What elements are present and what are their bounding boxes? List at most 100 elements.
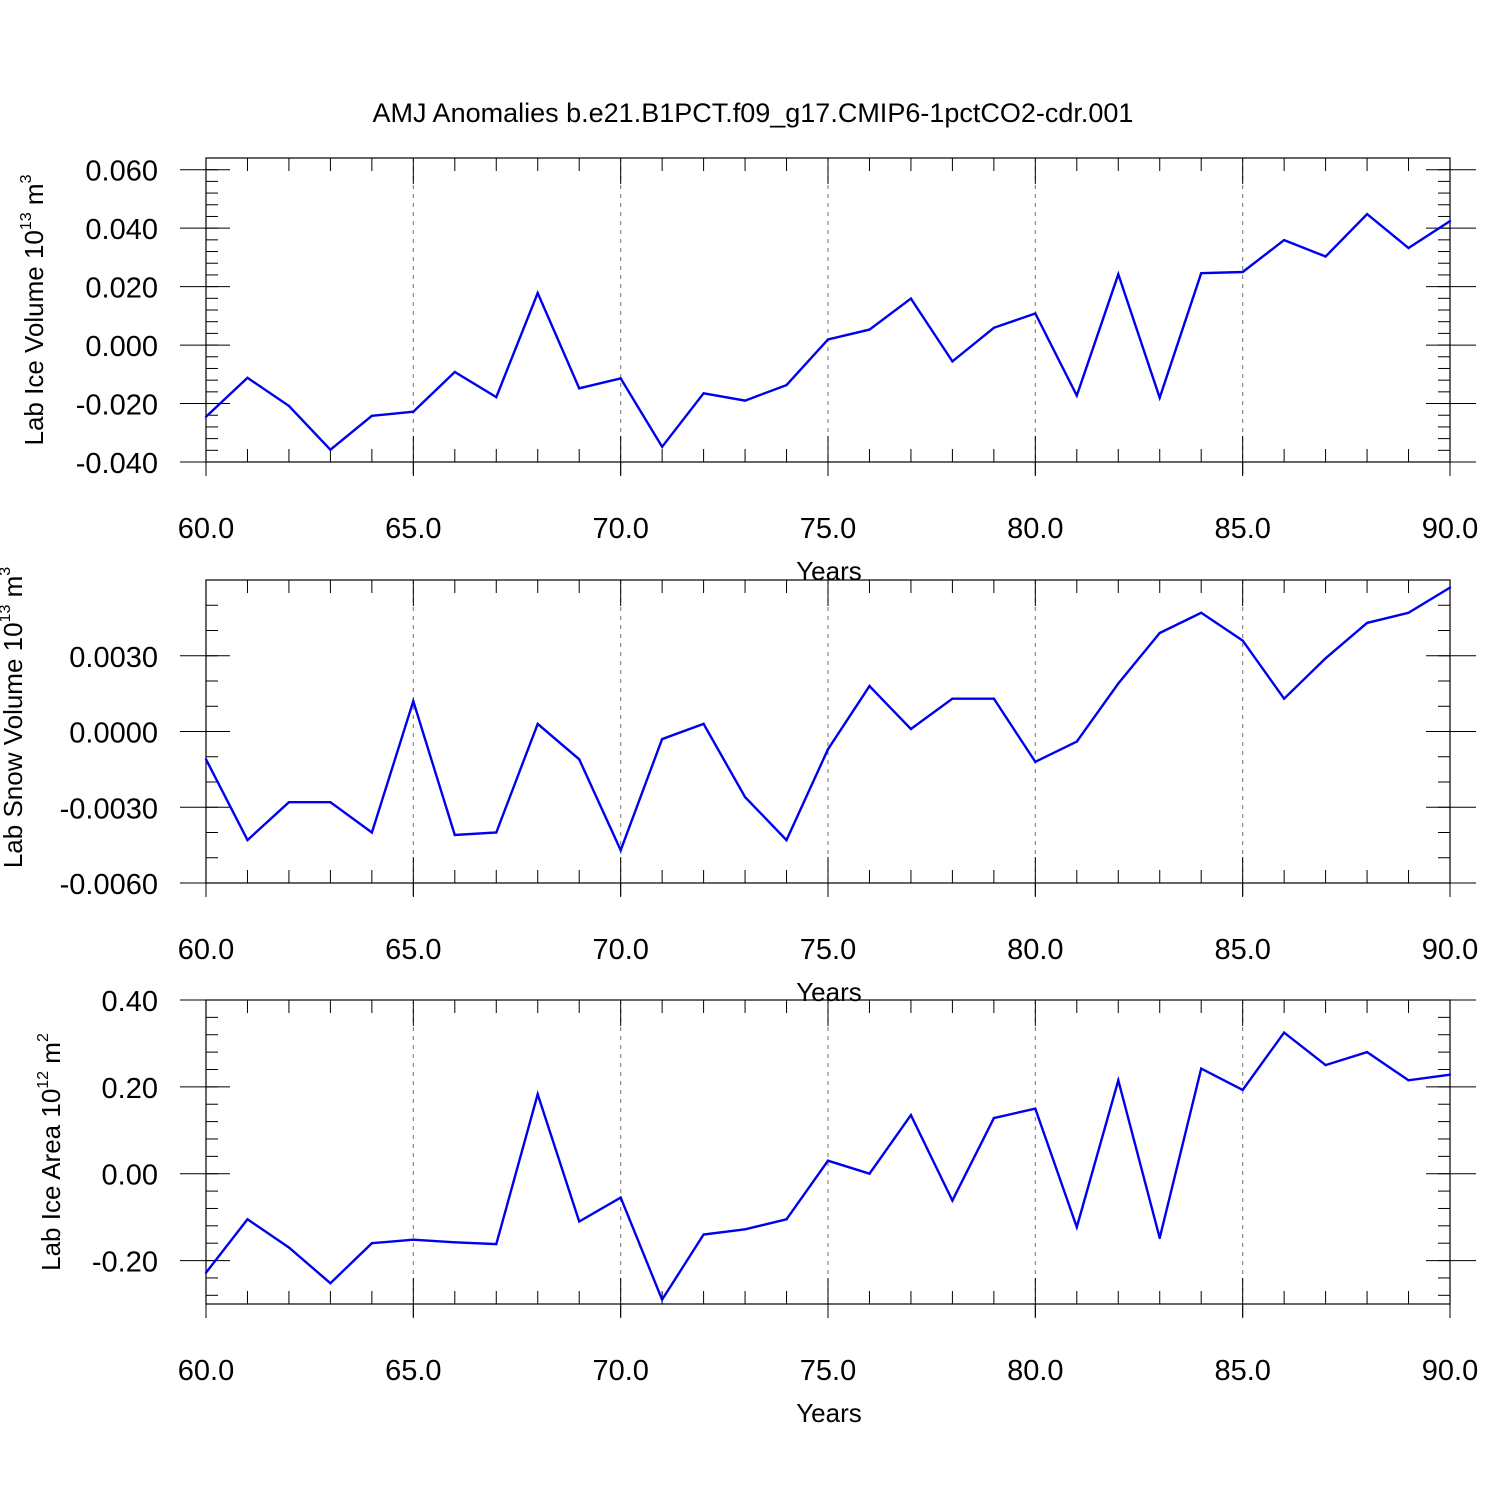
data-point: [1075, 740, 1079, 743]
x-tick-label: 70.0: [592, 513, 648, 545]
data-point: [785, 838, 788, 842]
data-point: [785, 1218, 788, 1221]
y-axis-label: Lab Ice Area 1012 m2: [35, 1033, 66, 1271]
data-point: [951, 1199, 954, 1202]
data-point: [1448, 586, 1452, 589]
x-tick-label: 85.0: [1214, 934, 1270, 966]
x-tick-label: 90.0: [1422, 934, 1478, 966]
data-point: [204, 1271, 208, 1274]
data-point: [1200, 271, 1203, 275]
panel-lab-ice-area: 60.0 65.0 70.0 75.0 80.0 85.0 90.0 -0.20 0.00 0.2…: [35, 986, 1478, 1428]
data-point: [495, 831, 498, 834]
data-point: [536, 1093, 539, 1096]
x-tick-label: 75.0: [800, 1355, 856, 1387]
data-point: [743, 1228, 747, 1231]
y-axis-label-unit-exponent: 2: [35, 1033, 52, 1042]
y-axis-label-unit: m: [19, 183, 49, 212]
data-point: [702, 722, 705, 726]
y-axis-label-unit-exponent: 3: [18, 174, 35, 183]
data-point: [412, 410, 415, 413]
x-tick-label: 85.0: [1214, 1355, 1270, 1387]
data-point: [287, 801, 291, 804]
data-point: [1407, 611, 1410, 615]
data-point: [287, 1246, 291, 1249]
y-tick-label: 0.040: [85, 214, 158, 246]
x-tick-label: 60.0: [178, 1355, 234, 1387]
data-point: [992, 697, 996, 700]
x-tick-label: 85.0: [1214, 513, 1270, 545]
data-point: [370, 414, 374, 418]
x-axis-label: Years: [796, 977, 862, 1007]
data-point: [743, 399, 747, 402]
data-point: [287, 404, 291, 408]
data-point: [909, 1113, 913, 1117]
data-point: [495, 395, 498, 399]
y-axis-label-text: Lab Ice Area 10: [36, 1089, 66, 1271]
x-tick-label: 60.0: [178, 513, 234, 545]
data-point: [619, 1196, 622, 1199]
data-point: [370, 831, 374, 834]
y-tick-label: -0.040: [76, 448, 158, 480]
data-point: [992, 326, 996, 330]
data-point: [1365, 212, 1369, 216]
data-point: [1448, 1073, 1452, 1076]
data-point: [1324, 657, 1327, 660]
data-point: [826, 1159, 830, 1162]
panel-lab-snow-volume: 60.0 65.0 70.0 75.0 80.0 85.0 90.0 -0.0060 -0.00…: [0, 567, 1478, 1007]
data-point: [1241, 639, 1244, 642]
data-point: [1241, 270, 1244, 274]
data-point: [1324, 255, 1327, 258]
data-point: [1034, 312, 1037, 315]
data-point: [536, 291, 539, 295]
x-axis-label: Years: [796, 556, 862, 586]
y-tick-label: 0.40: [102, 986, 158, 1018]
panel-lab-ice-volume: 60.0 65.0 70.0 75.0 80.0 85.0 90.0 -0.040 -0.020…: [18, 156, 1478, 586]
y-axis-label: Lab Snow Volume 1013 m3: [0, 567, 28, 868]
data-point: [1117, 682, 1120, 685]
x-tick-label: 70.0: [592, 934, 648, 966]
data-point: [1407, 1079, 1410, 1082]
x-tick-label: 65.0: [385, 513, 441, 545]
x-tick-label: 70.0: [592, 1355, 648, 1387]
data-point: [329, 1281, 332, 1285]
data-point: [578, 758, 581, 761]
data-point: [702, 1233, 705, 1236]
y-axis-label-exponent: 13: [0, 605, 14, 623]
data-point: [1324, 1063, 1327, 1067]
y-tick-label: -0.0060: [60, 869, 158, 901]
data-point: [951, 697, 954, 700]
y-axis-label-unit-exponent: 3: [0, 567, 14, 576]
x-tick-label: 75.0: [800, 513, 856, 545]
x-tick-label: 80.0: [1007, 1355, 1063, 1387]
x-tick-label: 75.0: [800, 934, 856, 966]
data-point: [743, 795, 747, 799]
x-axis-label: Years: [796, 1398, 862, 1428]
data-point: [453, 1241, 456, 1244]
y-tick-label: -0.0030: [60, 793, 158, 825]
data-point: [453, 370, 456, 374]
data-point: [412, 700, 415, 703]
data-point: [453, 833, 456, 837]
data-point: [951, 360, 954, 363]
data-point: [246, 376, 249, 380]
y-axis-label-unit: m: [0, 576, 28, 605]
y-tick-label: 0.00: [102, 1160, 158, 1192]
y-tick-label: -0.20: [92, 1247, 158, 1279]
data-point: [1034, 760, 1037, 763]
data-point: [329, 801, 332, 804]
data-point: [370, 1242, 374, 1245]
data-point: [660, 445, 664, 448]
data-point: [1075, 1225, 1079, 1229]
data-point: [1282, 1031, 1286, 1034]
x-tick-label: 90.0: [1422, 513, 1478, 545]
y-tick-label: 0.000: [85, 331, 158, 363]
data-point: [1034, 1107, 1037, 1110]
data-point: [578, 387, 581, 390]
data-point: [868, 328, 871, 331]
y-axis-label-text: Lab Ice Volume 10: [19, 230, 49, 445]
data-point: [992, 1116, 996, 1120]
y-axis-label-exponent: 12: [35, 1071, 52, 1089]
y-axis-label-exponent: 13: [18, 212, 35, 230]
data-point: [495, 1242, 498, 1246]
